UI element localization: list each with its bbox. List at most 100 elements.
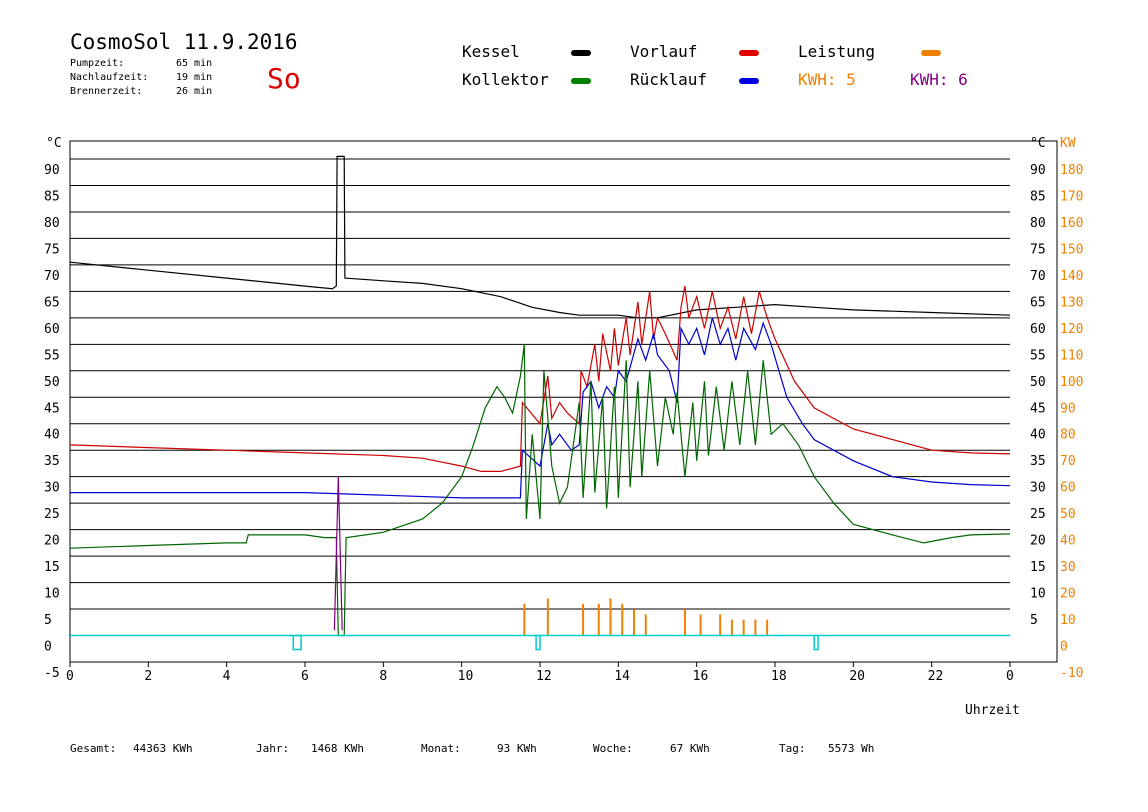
legend-kwh2-label: KWH: 6 (910, 70, 968, 89)
weekday-label: So (267, 62, 301, 95)
stat-brennerzeit-value: 26 min (176, 86, 213, 97)
y-tick-label-right-kw: 160 (1060, 216, 1083, 231)
y-tick-label-right-kw: 20 (1060, 587, 1076, 602)
y-tick-label-left: 25 (44, 507, 60, 522)
y-tick-label-right-kw: 30 (1060, 560, 1076, 575)
y-tick-label-left: 60 (44, 322, 60, 337)
y-tick-label-left: 50 (44, 375, 60, 390)
y-tick-label-right-c: 70 (1030, 269, 1046, 284)
y-tick-label-left: 90 (44, 163, 60, 178)
footer-monat-value: 93 KWh (497, 742, 537, 755)
plot-frame (69, 140, 1058, 663)
status-pulse (292, 634, 302, 651)
y-tick-label-right-c: 35 (1030, 454, 1046, 469)
status-pulse (535, 634, 541, 651)
x-axis-label: Uhrzeit (965, 703, 1020, 718)
stat-nachlaufzeit-value: 19 min (176, 72, 213, 83)
legend-kessel-label: Kessel (462, 42, 520, 61)
y-tick-label-right-kw: 150 (1060, 242, 1083, 257)
y-tick-label-right-kw: 110 (1060, 348, 1083, 363)
y-tick-label-right-c: 30 (1030, 481, 1046, 496)
footer-jahr-value: 1468 KWh (311, 742, 364, 755)
stat-pumpzeit-value: 65 min (176, 58, 213, 69)
y-tick-label-left: -5 (44, 666, 60, 681)
y-tick-label-left: 70 (44, 269, 60, 284)
y-tick-label-left: 5 (44, 613, 52, 628)
y-axis-right-unit-c: °C (1030, 136, 1046, 151)
footer-gesamt-label: Gesamt: (70, 742, 117, 755)
y-tick-label-left: 40 (44, 428, 60, 443)
legend-vorlauf-label: Vorlauf (630, 42, 698, 61)
y-tick-label-right-c: 40 (1030, 428, 1046, 443)
y-tick-label-right-c: 15 (1030, 560, 1046, 575)
y-tick-label-right-c: 20 (1030, 534, 1046, 549)
y-tick-label-left: 75 (44, 242, 60, 257)
y-tick-label-left: 0 (44, 640, 52, 655)
legend-ruecklauf-swatch (739, 78, 759, 84)
y-tick-label-right-c: 45 (1030, 401, 1046, 416)
y-tick-label-left: 20 (44, 534, 60, 549)
y-tick-label-right-c: 10 (1030, 587, 1046, 602)
x-tick-label: 18 (771, 669, 787, 684)
legend-kessel-swatch (571, 50, 591, 56)
y-tick-label-left: 30 (44, 481, 60, 496)
y-tick-label-left: 45 (44, 401, 60, 416)
y-tick-label-right-kw: 40 (1060, 534, 1076, 549)
series-line-kollektor (69, 344, 1011, 637)
y-tick-label-right-kw: 80 (1060, 428, 1076, 443)
y-tick-label-left: 80 (44, 216, 60, 231)
series-line-pumpe (333, 476, 343, 631)
y-tick-label-right-c: 90 (1030, 163, 1046, 178)
legend-kollektor-label: Kollektor (462, 70, 549, 89)
temperature-chart: °C °C KW Uhrzeit 90858075706560555045403… (44, 136, 1083, 718)
y-axis-left-unit: °C (46, 136, 62, 151)
y-tick-label-left: 55 (44, 348, 60, 363)
legend-kwh1-label: KWH: 5 (798, 70, 856, 89)
x-tick-label: 12 (536, 669, 552, 684)
y-tick-label-right-kw: 0 (1060, 640, 1068, 655)
y-tick-label-right-c: 80 (1030, 216, 1046, 231)
y-tick-label-left: 10 (44, 587, 60, 602)
x-tick-label: 8 (379, 669, 387, 684)
y-tick-label-right-kw: 90 (1060, 401, 1076, 416)
y-tick-label-right-kw: 10 (1060, 613, 1076, 628)
x-tick-label: 10 (458, 669, 474, 684)
footer-woche-label: Woche: (593, 742, 633, 755)
x-tick-label: 4 (223, 669, 231, 684)
y-tick-label-left: 85 (44, 189, 60, 204)
legend-kollektor-swatch (571, 78, 591, 84)
footer-tag-value: 5573 Wh (828, 742, 875, 755)
y-tick-label-right-c: 5 (1030, 613, 1038, 628)
status-pulse (813, 634, 819, 651)
y-tick-label-right-c: 25 (1030, 507, 1046, 522)
footer-gesamt-value: 44363 KWh (133, 742, 193, 755)
y-tick-label-left: 15 (44, 560, 60, 575)
legend-vorlauf-swatch (739, 50, 759, 56)
y-tick-label-right-kw: 130 (1060, 295, 1083, 310)
series-line-vorlauf (69, 285, 1011, 472)
stat-pumpzeit-label: Pumpzeit: (70, 58, 125, 69)
x-tick-label: 14 (614, 669, 630, 684)
y-tick-label-right-kw: 60 (1060, 481, 1076, 496)
y-tick-label-left: 65 (44, 295, 60, 310)
y-tick-label-right-kw: 140 (1060, 269, 1083, 284)
legend-leistung-swatch (921, 50, 941, 56)
x-tick-label: 2 (144, 669, 152, 684)
y-axis-right-unit-kw: KW (1060, 136, 1076, 151)
x-tick-label: 22 (928, 669, 944, 684)
chart-title: CosmoSol 11.9.2016 (70, 30, 298, 54)
y-tick-label-right-kw: 120 (1060, 322, 1083, 337)
legend-ruecklauf-label: Rücklauf (630, 70, 708, 89)
x-tick-label: 6 (301, 669, 309, 684)
y-tick-label-right-c: 50 (1030, 375, 1046, 390)
legend-leistung-label: Leistung (798, 42, 876, 61)
footer-jahr-label: Jahr: (256, 742, 290, 755)
x-tick-label: 0 (66, 669, 74, 684)
stat-brennerzeit-label: Brennerzeit: (70, 86, 143, 97)
footer-tag-label: Tag: (779, 742, 806, 755)
y-tick-label-right-c: 65 (1030, 295, 1046, 310)
y-tick-label-right-c: 75 (1030, 242, 1046, 257)
y-tick-label-right-kw: 100 (1060, 375, 1083, 390)
y-tick-label-right-kw: 180 (1060, 163, 1083, 178)
y-tick-label-right-c: 60 (1030, 322, 1046, 337)
